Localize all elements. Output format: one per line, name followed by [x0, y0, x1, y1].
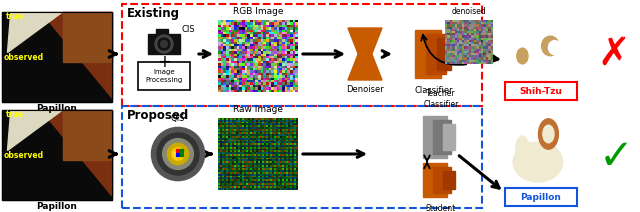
Text: Denoiser: Denoiser — [346, 85, 384, 94]
Bar — [122, 106, 482, 208]
Ellipse shape — [538, 119, 558, 149]
Text: denoised: denoised — [452, 7, 486, 16]
Text: true: true — [6, 12, 24, 21]
Text: Papillon: Papillon — [36, 104, 77, 113]
Bar — [426, 34, 446, 74]
Polygon shape — [40, 12, 112, 98]
Bar — [2, 110, 112, 200]
Bar — [505, 82, 577, 100]
Bar — [443, 124, 455, 150]
Circle shape — [168, 143, 189, 165]
Bar — [415, 30, 441, 78]
Bar — [176, 149, 179, 152]
Polygon shape — [8, 110, 63, 151]
Text: ✓: ✓ — [598, 136, 634, 178]
Text: Shih-Tzu: Shih-Tzu — [520, 86, 563, 95]
Circle shape — [172, 148, 184, 160]
Bar — [443, 171, 455, 189]
Text: Student
Classifier: Student Classifier — [423, 204, 459, 212]
Text: Papillon: Papillon — [36, 202, 77, 211]
Ellipse shape — [513, 142, 563, 182]
Bar — [437, 38, 451, 70]
Ellipse shape — [516, 136, 529, 164]
Polygon shape — [348, 54, 382, 80]
Bar — [2, 12, 112, 102]
Text: Papillon: Papillon — [520, 192, 561, 201]
Text: true: true — [6, 110, 24, 119]
Bar — [180, 153, 183, 156]
Text: QIS: QIS — [171, 114, 185, 123]
Text: +: + — [157, 53, 171, 71]
Circle shape — [175, 151, 181, 157]
Ellipse shape — [541, 36, 559, 56]
Circle shape — [161, 40, 168, 47]
Bar — [2, 12, 112, 102]
Bar — [176, 153, 179, 156]
Ellipse shape — [543, 125, 554, 143]
Text: observed: observed — [4, 53, 44, 62]
Polygon shape — [8, 12, 63, 53]
Bar — [180, 149, 183, 152]
Text: Raw Image: Raw Image — [233, 105, 283, 114]
Ellipse shape — [517, 48, 528, 64]
Bar — [156, 29, 168, 34]
Bar — [63, 12, 112, 61]
Text: RGB Image: RGB Image — [233, 7, 284, 16]
Circle shape — [163, 139, 193, 169]
Bar — [63, 110, 112, 159]
Bar — [433, 167, 451, 193]
Bar — [2, 110, 112, 200]
Polygon shape — [348, 28, 382, 54]
Circle shape — [157, 133, 199, 175]
Text: Proposed: Proposed — [127, 109, 189, 122]
Text: Classifier: Classifier — [415, 86, 453, 95]
Text: Existing: Existing — [127, 7, 180, 20]
Bar — [122, 4, 482, 106]
Bar — [505, 188, 577, 206]
Circle shape — [152, 127, 205, 181]
Bar — [433, 120, 451, 154]
Bar — [423, 163, 447, 197]
Text: Teacher
Classifier: Teacher Classifier — [423, 89, 459, 109]
Text: CIS: CIS — [182, 25, 196, 35]
Text: ✗: ✗ — [598, 35, 630, 73]
Text: observed: observed — [4, 151, 44, 160]
Ellipse shape — [516, 50, 559, 75]
Circle shape — [155, 35, 173, 53]
Circle shape — [158, 38, 170, 50]
Text: Image
Processing: Image Processing — [145, 69, 182, 83]
Ellipse shape — [548, 41, 561, 55]
Bar — [148, 34, 180, 54]
Polygon shape — [40, 110, 112, 195]
Bar — [138, 62, 190, 90]
Bar — [423, 116, 447, 158]
